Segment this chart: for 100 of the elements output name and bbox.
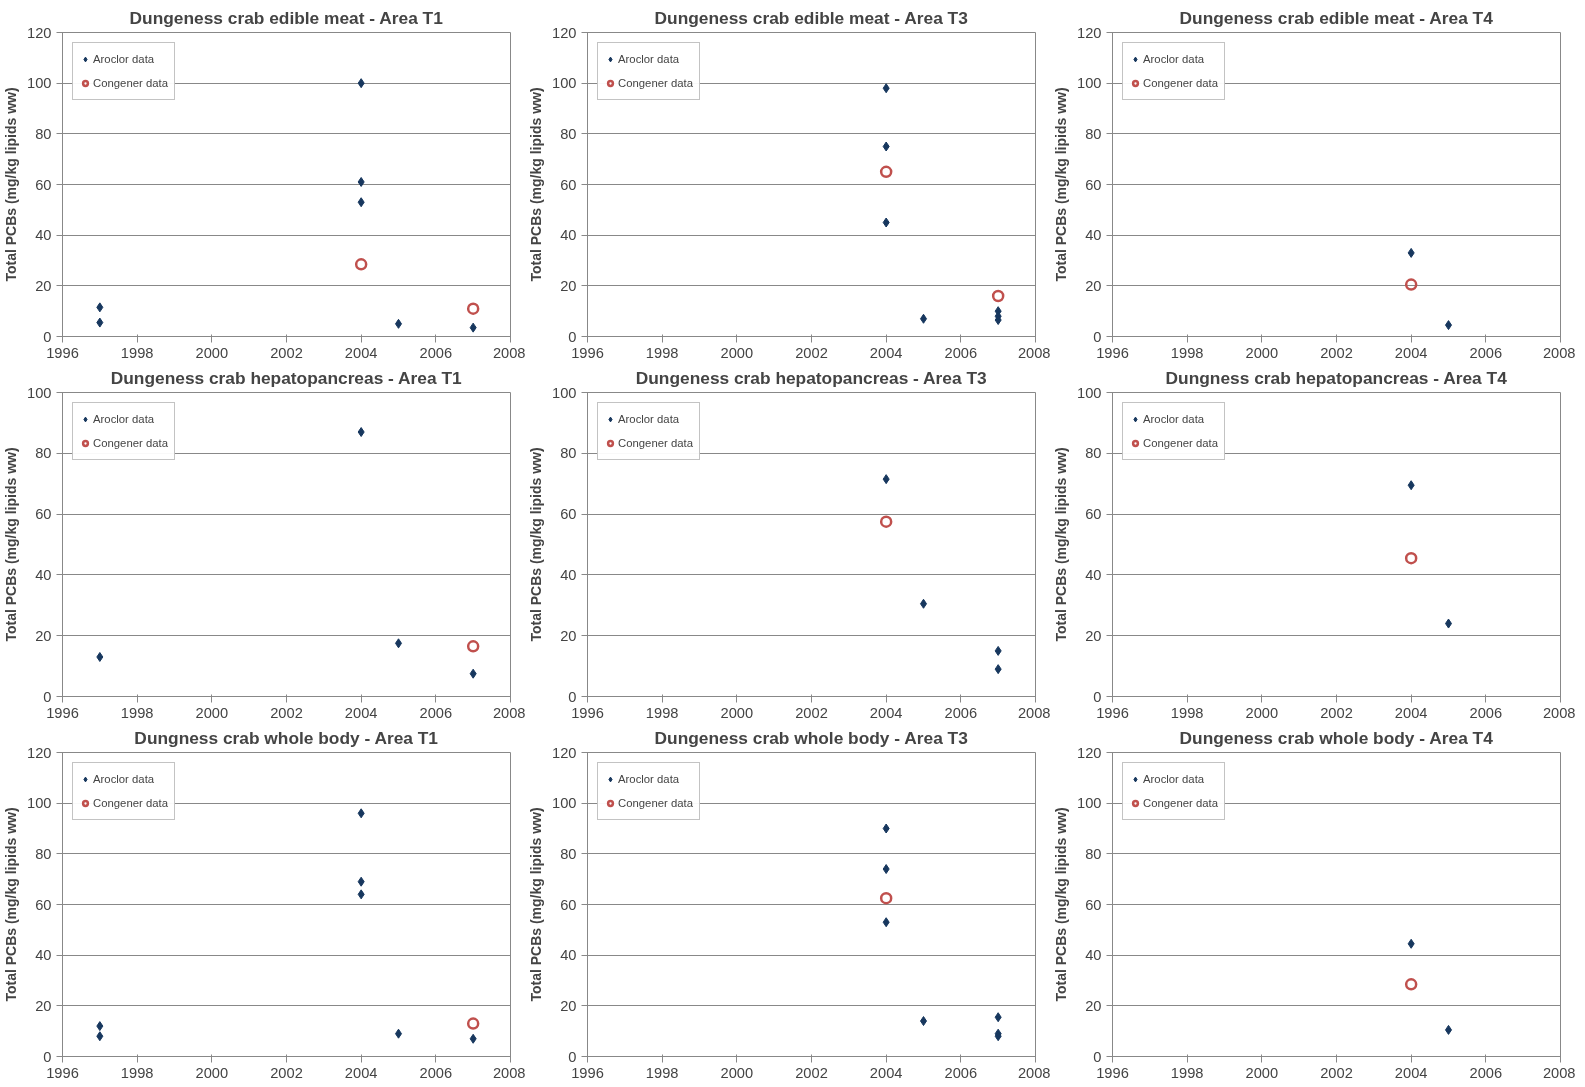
- y-tick-label: 80: [560, 845, 577, 862]
- y-tick-label: 20: [35, 277, 52, 294]
- chart-title: Dungness crab whole body - Area T1: [134, 727, 439, 748]
- y-tick-label: 60: [560, 176, 577, 193]
- chart-title: Dungeness crab hepatopancreas - Area T3: [635, 367, 987, 388]
- chart-title: Dungeness crab edible meat - Area T3: [654, 7, 969, 28]
- x-tick-label: 1996: [46, 704, 79, 721]
- y-tick-label: 60: [35, 896, 52, 913]
- y-tick-label: 0: [43, 328, 52, 345]
- x-tick-label: 2004: [1394, 1064, 1428, 1081]
- y-tick-label: 60: [560, 506, 577, 523]
- x-tick-label: 2008: [1017, 344, 1051, 361]
- x-tick-label: 2004: [344, 344, 378, 361]
- legend-label: Aroclor data: [93, 413, 155, 425]
- y-axis-title: Total PCBs (mg/kg lipids ww): [3, 807, 20, 1002]
- y-tick-label: 20: [35, 997, 52, 1014]
- x-tick-label: 1998: [645, 1064, 679, 1081]
- y-tick-label: 40: [560, 227, 577, 244]
- x-tick-label: 2000: [195, 1064, 229, 1081]
- y-tick-label: 60: [1085, 896, 1102, 913]
- x-tick-label: 2002: [1320, 704, 1353, 721]
- y-axis-title: Total PCBs (mg/kg lipids ww): [3, 447, 20, 642]
- y-axis-title: Total PCBs (mg/kg lipids ww): [1053, 447, 1070, 642]
- chart-title: Dungeness crab edible meat - Area T1: [129, 7, 444, 28]
- y-tick-label: 100: [552, 75, 577, 92]
- y-tick-label: 100: [1077, 795, 1102, 812]
- y-tick-label: 40: [35, 566, 52, 583]
- x-tick-label: 2002: [270, 1064, 303, 1081]
- x-tick-label: 2004: [344, 1064, 378, 1081]
- y-tick-label: 40: [560, 566, 577, 583]
- y-tick-label: 120: [552, 24, 577, 41]
- legend-label: Congener data: [618, 77, 693, 89]
- y-tick-label: 100: [27, 384, 52, 401]
- y-tick-label: 20: [560, 997, 577, 1014]
- y-tick-label: 120: [1077, 744, 1102, 761]
- x-tick-label: 2002: [1320, 344, 1353, 361]
- x-tick-label: 1998: [1170, 1064, 1204, 1081]
- y-tick-label: 120: [27, 24, 52, 41]
- legend-label: Congener data: [93, 437, 168, 449]
- y-axis-title: Total PCBs (mg/kg lipids ww): [1053, 807, 1070, 1002]
- y-tick-label: 100: [552, 384, 577, 401]
- y-tick-label: 80: [1085, 125, 1102, 142]
- x-tick-label: 2008: [492, 1064, 526, 1081]
- x-tick-label: 2000: [720, 704, 754, 721]
- y-tick-label: 80: [560, 445, 577, 462]
- legend-label: Aroclor data: [618, 413, 680, 425]
- legend-label: Congener data: [618, 797, 693, 809]
- x-tick-label: 2002: [270, 704, 303, 721]
- x-tick-label: 2006: [1469, 704, 1503, 721]
- legend-label: Aroclor data: [618, 53, 680, 65]
- y-tick-label: 100: [552, 795, 577, 812]
- chart-title: Dungeness crab whole body - Area T3: [654, 727, 969, 748]
- x-tick-label: 2000: [720, 1064, 754, 1081]
- y-tick-label: 80: [35, 845, 52, 862]
- x-tick-label: 2000: [720, 344, 754, 361]
- x-tick-label: 2008: [492, 704, 526, 721]
- x-tick-label: 2008: [1542, 1064, 1576, 1081]
- y-tick-label: 120: [1077, 24, 1102, 41]
- x-tick-label: 1996: [1096, 344, 1129, 361]
- chart-title: Dungeness crab whole body - Area T4: [1179, 727, 1494, 748]
- y-tick-label: 80: [1085, 845, 1102, 862]
- x-tick-label: 1998: [645, 704, 679, 721]
- y-tick-label: 60: [1085, 506, 1102, 523]
- y-tick-label: 100: [27, 75, 52, 92]
- y-tick-label: 120: [27, 744, 52, 761]
- legend-label: Congener data: [93, 797, 168, 809]
- x-tick-label: 2002: [795, 1064, 828, 1081]
- y-tick-label: 20: [1085, 627, 1102, 644]
- x-tick-label: 2006: [419, 1064, 453, 1081]
- y-axis-title: Total PCBs (mg/kg lipids ww): [528, 447, 545, 642]
- legend-label: Congener data: [618, 437, 693, 449]
- legend-label: Congener data: [1143, 797, 1218, 809]
- x-tick-label: 2000: [1245, 1064, 1279, 1081]
- y-tick-label: 40: [1085, 947, 1102, 964]
- x-tick-label: 2004: [869, 344, 903, 361]
- x-tick-label: 1998: [120, 344, 154, 361]
- x-tick-label: 1996: [1096, 1064, 1129, 1081]
- y-tick-label: 20: [1085, 997, 1102, 1014]
- x-tick-label: 1996: [1096, 704, 1129, 721]
- y-tick-label: 60: [1085, 176, 1102, 193]
- x-tick-label: 2008: [492, 344, 526, 361]
- y-tick-label: 60: [560, 896, 577, 913]
- legend-label: Aroclor data: [93, 773, 155, 785]
- x-tick-label: 2000: [195, 704, 229, 721]
- y-tick-label: 100: [1077, 384, 1102, 401]
- x-tick-label: 2004: [1394, 704, 1428, 721]
- x-tick-label: 1998: [1170, 344, 1204, 361]
- legend-label: Aroclor data: [618, 773, 680, 785]
- chart-title: Dungeness crab edible meat - Area T4: [1179, 7, 1494, 28]
- y-tick-label: 20: [35, 627, 52, 644]
- y-tick-label: 80: [35, 445, 52, 462]
- x-tick-label: 2008: [1542, 704, 1576, 721]
- y-tick-label: 0: [1093, 328, 1102, 345]
- y-tick-label: 40: [1085, 566, 1102, 583]
- y-tick-label: 40: [35, 947, 52, 964]
- x-tick-label: 1996: [571, 704, 604, 721]
- x-tick-label: 2002: [795, 344, 828, 361]
- y-tick-label: 80: [35, 125, 52, 142]
- y-tick-label: 120: [552, 744, 577, 761]
- x-tick-label: 2000: [1245, 344, 1279, 361]
